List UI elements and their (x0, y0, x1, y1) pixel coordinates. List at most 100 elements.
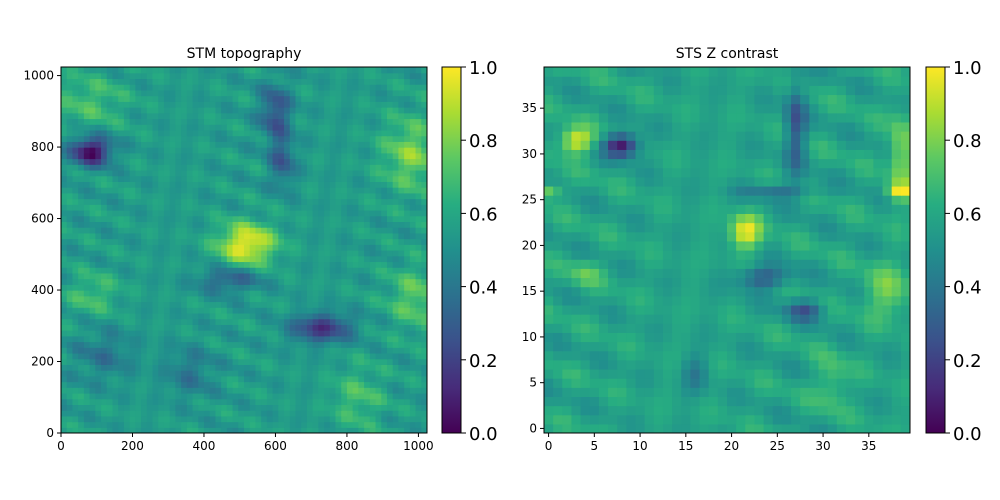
heatmap-cell (192, 421, 199, 428)
heatmap-cell (873, 268, 884, 279)
heatmap-cell (215, 89, 222, 97)
heatmap-cell (266, 392, 274, 400)
heatmap-cell (146, 232, 154, 240)
colorbar-tick-label: 0.8 (469, 131, 498, 152)
heatmap-cell (289, 330, 297, 337)
heatmap-cell (215, 95, 222, 102)
colorbar-tick-label: 0.0 (469, 424, 498, 445)
heatmap-cell (169, 387, 176, 394)
heatmap-cell (272, 192, 279, 200)
heatmap-cell (415, 341, 422, 348)
heatmap-cell (163, 387, 171, 394)
heatmap-cell (571, 240, 582, 251)
heatmap-cell (112, 341, 119, 348)
heatmap-cell (192, 147, 199, 154)
heatmap-cell (381, 392, 388, 400)
heatmap-cell (106, 421, 114, 428)
heatmap-cell (106, 335, 114, 343)
heatmap-cell (175, 101, 182, 108)
heatmap-cell (341, 318, 348, 325)
heatmap-cell (221, 72, 228, 80)
heatmap-cell (249, 78, 257, 85)
heatmap-cell (83, 335, 91, 343)
heatmap-cell (146, 318, 154, 325)
heatmap-cell (381, 307, 388, 314)
heatmap-cell (123, 261, 131, 268)
heatmap-cell (255, 84, 262, 91)
heatmap-cell (900, 396, 910, 407)
heatmap-cell (580, 423, 591, 433)
heatmap-cell (312, 250, 319, 257)
colorbar-tick-label: 0.4 (469, 278, 498, 299)
heatmap-cell (369, 72, 377, 80)
heatmap-cell (699, 277, 710, 288)
heatmap-cell (791, 359, 801, 370)
heatmap-cell (163, 307, 171, 314)
heatmap-cell (203, 301, 211, 308)
heatmap-cell (95, 312, 102, 320)
heatmap-cell (754, 286, 765, 297)
heatmap-cell (398, 101, 405, 108)
heatmap-cell (329, 84, 337, 91)
heatmap-cell (544, 368, 554, 379)
heatmap-cell (544, 423, 554, 433)
heatmap-cell (226, 141, 234, 148)
heatmap-cell (617, 332, 627, 343)
heatmap-cell (882, 396, 893, 407)
heatmap-cell (415, 169, 422, 177)
heatmap-cell (255, 129, 262, 137)
heatmap-cell (221, 158, 228, 165)
heatmap-cell (341, 358, 348, 365)
heatmap-cell (209, 95, 217, 102)
heatmap-cell (129, 341, 136, 348)
heatmap-cell (158, 347, 165, 354)
heatmap-cell (864, 405, 874, 416)
heatmap-cell (66, 124, 74, 131)
heatmap-cell (232, 358, 239, 365)
heatmap-cell (553, 423, 563, 433)
heatmap-cell (89, 335, 96, 343)
heatmap-cell (341, 370, 348, 377)
heatmap-cell (295, 318, 302, 325)
heatmap-cell (238, 267, 245, 274)
heatmap-cell (238, 347, 245, 354)
heatmap-cell (617, 341, 627, 352)
heatmap-cell (72, 284, 79, 291)
heatmap-cell (662, 268, 673, 279)
heatmap-cell (284, 244, 291, 251)
heatmap-cell (409, 255, 417, 263)
heatmap-cell (409, 301, 417, 308)
heatmap-cell (318, 370, 325, 377)
heatmap-cell (827, 368, 838, 379)
heatmap-cell (873, 405, 884, 416)
heatmap-cell (672, 304, 682, 315)
heatmap-cell (278, 364, 285, 371)
heatmap-cell (169, 141, 176, 148)
heatmap-cell (662, 405, 673, 416)
heatmap-cell (78, 370, 85, 377)
heatmap-cell (169, 187, 176, 194)
heatmap-cell (101, 324, 108, 331)
heatmap-cell (398, 78, 405, 85)
heatmap-cell (169, 198, 176, 205)
heatmap-cell (192, 295, 199, 303)
heatmap-cell (129, 141, 136, 148)
heatmap-cell (226, 352, 234, 360)
heatmap-cell (335, 261, 342, 268)
heatmap-cell (89, 312, 96, 320)
heatmap-cell (580, 323, 591, 333)
heatmap-cell (708, 396, 719, 407)
heatmap-cell (129, 227, 136, 234)
heatmap-cell (186, 284, 194, 291)
heatmap-cell (369, 307, 377, 314)
heatmap-cell (882, 259, 893, 269)
heatmap-cell (238, 387, 245, 394)
heatmap-cell (244, 398, 251, 406)
heatmap-cell (409, 187, 417, 194)
heatmap-cell (66, 421, 74, 428)
heatmap-cell (181, 192, 188, 200)
heatmap-cell (255, 381, 262, 388)
heatmap-cell (78, 129, 85, 137)
heatmap-cell (83, 232, 91, 240)
heatmap-cell (226, 410, 234, 417)
